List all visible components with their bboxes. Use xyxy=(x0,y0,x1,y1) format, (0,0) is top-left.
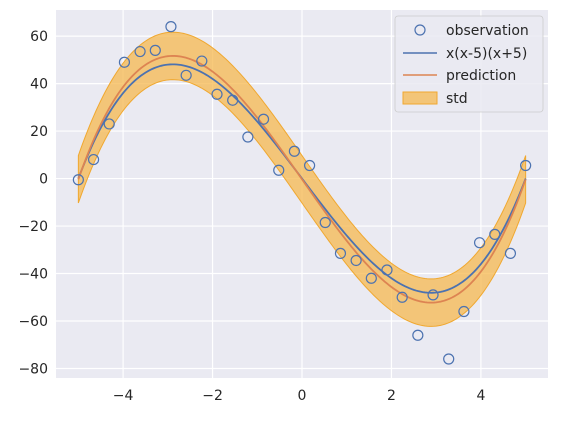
legend-true-curve-label: x(x-5)(x+5) xyxy=(446,46,527,62)
observation-point xyxy=(227,94,239,106)
x-tick-label: 2 xyxy=(387,388,396,404)
observation-point xyxy=(427,289,439,301)
observation-point xyxy=(288,145,300,157)
observation-point xyxy=(87,153,100,166)
observation-point xyxy=(458,305,470,318)
observation-point xyxy=(257,113,270,125)
observation-point xyxy=(319,216,331,229)
y-tick-label: −40 xyxy=(18,267,48,283)
legend-observation-label: observation xyxy=(446,23,529,39)
observation-point xyxy=(365,272,377,284)
observation-point xyxy=(180,69,192,81)
y-tick-label: −80 xyxy=(18,362,48,378)
observation-point xyxy=(520,159,532,172)
observation-point xyxy=(165,21,177,33)
observation-point xyxy=(396,291,408,303)
observation-point xyxy=(443,353,455,365)
y-tick-labels: −80 −60 −40 −20 0 20 40 60 xyxy=(18,29,48,377)
observation-point xyxy=(473,237,486,249)
y-tick-label: −20 xyxy=(18,219,48,235)
y-tick-label: 20 xyxy=(30,124,48,140)
observation-point xyxy=(211,88,223,100)
observation-point xyxy=(412,329,424,341)
observation-point xyxy=(504,247,517,259)
observation-point xyxy=(350,254,362,267)
prediction-line xyxy=(77,55,527,304)
observation-point xyxy=(72,174,84,186)
legend-std-patch xyxy=(402,91,438,105)
observation-point xyxy=(118,56,131,68)
legend-prediction-label: prediction xyxy=(446,68,516,84)
y-tick-label: 60 xyxy=(30,29,48,45)
observation-points xyxy=(72,21,532,365)
legend-observation-marker xyxy=(414,24,426,36)
observation-point xyxy=(273,164,285,176)
observation-point xyxy=(149,44,161,56)
y-tick-label: −60 xyxy=(18,314,48,330)
x-tick-label: 0 xyxy=(298,388,307,404)
observation-point xyxy=(381,264,393,276)
observation-point xyxy=(489,228,501,240)
observation-point xyxy=(242,131,254,143)
y-tick-label: 40 xyxy=(30,77,48,93)
x-tick-label: −2 xyxy=(202,388,223,404)
x-tick-label: −4 xyxy=(113,388,134,404)
legend-box xyxy=(394,15,544,113)
observation-point xyxy=(304,159,316,172)
x-tick-label: 4 xyxy=(476,388,485,404)
legend-std-label: std xyxy=(446,91,468,107)
legend: observation x(x-5)(x+5) prediction std xyxy=(394,15,544,113)
observation-point xyxy=(334,247,347,259)
x-tick-labels: −4 −2 0 2 4 xyxy=(113,388,486,404)
y-tick-label: 0 xyxy=(39,172,48,188)
observation-point xyxy=(134,45,146,58)
observation-point xyxy=(103,118,115,130)
observation-point xyxy=(196,55,208,67)
